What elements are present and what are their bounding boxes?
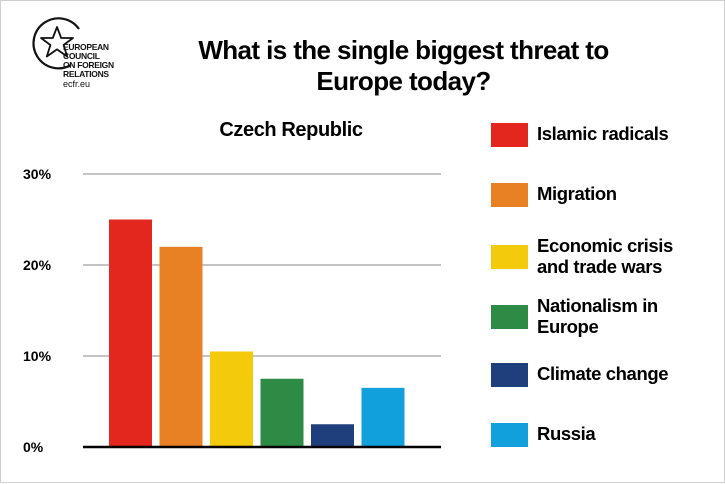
legend-label: Russia: [537, 423, 723, 444]
logo-domain: ecfr.eu: [63, 79, 91, 89]
logo-line: ON FOREIGN: [63, 60, 114, 70]
logo-line: RELATIONS: [63, 69, 109, 79]
bar-5: [311, 424, 354, 447]
legend-label: Climate change: [537, 363, 723, 384]
legend-label-line: Migration: [537, 183, 617, 204]
logo-line: COUNCIL: [63, 51, 100, 61]
legend-swatch: [491, 305, 528, 329]
y-tick-label: 20%: [23, 257, 52, 273]
logo-wordmark: EUROPEAN COUNCIL ON FOREIGN RELATIONS: [63, 43, 114, 79]
star-circle-icon: [32, 17, 80, 70]
legend-item: Russia: [491, 411, 723, 451]
y-tick-label: 0%: [23, 439, 44, 455]
legend-item: Nationalism in Europe: [491, 291, 723, 337]
y-tick-label: 30%: [23, 166, 52, 182]
logo-line: EUROPEAN: [63, 42, 109, 52]
legend-label-line: Climate change: [537, 363, 669, 384]
legend-label-line: and trade wars: [537, 256, 662, 277]
chart-title: What is the single biggest threat to Eur…: [151, 35, 656, 97]
bar-2: [159, 246, 203, 447]
legend-label: Nationalism in Europe: [537, 295, 723, 337]
legend-item: Economic crisis and trade wars: [491, 231, 723, 277]
legend-swatch: [491, 423, 528, 447]
chart-title-line: Europe today?: [316, 66, 491, 96]
ecfr-logo: EUROPEAN COUNCIL ON FOREIGN RELATIONS ec…: [27, 13, 137, 97]
legend-label: Economic crisis and trade wars: [537, 235, 723, 277]
bar-6: [361, 387, 405, 447]
legend-label: Islamic radicals: [537, 123, 723, 144]
legend-swatch: [491, 183, 528, 207]
chart-legend: Islamic radicals Migration Economic crisis…: [491, 111, 723, 471]
bar-3: [210, 351, 253, 447]
legend-label-line: Europe: [537, 316, 599, 337]
legend-label-line: Economic crisis: [537, 235, 673, 256]
bar-1: [109, 219, 152, 447]
legend-label-line: Russia: [537, 423, 596, 444]
legend-label-line: Nationalism in: [537, 295, 658, 316]
legend-item: Islamic radicals: [491, 111, 723, 151]
legend-swatch: [491, 363, 528, 387]
legend-swatch: [491, 245, 528, 269]
legend-label-line: Islamic radicals: [537, 123, 669, 144]
legend-label: Migration: [537, 183, 723, 204]
y-tick-label: 10%: [23, 348, 52, 364]
chart-subtitle: Czech Republic: [219, 119, 363, 141]
legend-item: Migration: [491, 171, 723, 211]
legend-swatch: [491, 123, 528, 147]
chart-title-line: What is the single biggest threat to: [198, 35, 609, 65]
legend-item: Climate change: [491, 351, 723, 391]
bar-4: [260, 378, 304, 447]
